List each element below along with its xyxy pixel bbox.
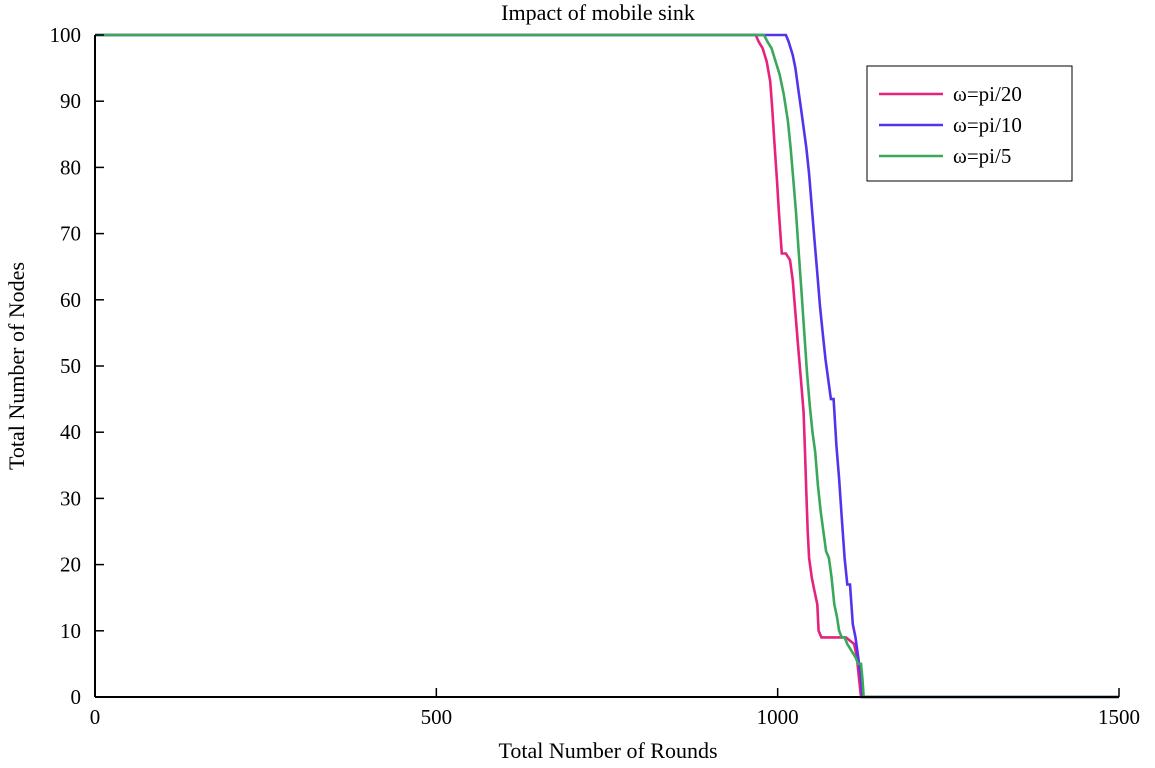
x-tick-label: 500 xyxy=(421,705,453,729)
y-tick-label: 50 xyxy=(60,354,81,378)
legend-box xyxy=(866,65,1073,182)
y-tick-label: 70 xyxy=(60,222,81,246)
y-tick-label: 40 xyxy=(60,420,81,444)
x-ticks: 0 500 1000 1500 xyxy=(90,688,1140,729)
legend-label-1: ω=pi/20 xyxy=(953,82,1022,106)
chart-title: Impact of mobile sink xyxy=(501,0,695,25)
y-tick-label: 60 xyxy=(60,288,81,312)
x-tick-label: 1000 xyxy=(757,705,799,729)
series-line-3 xyxy=(95,33,1119,699)
legend-label-2: ω=pi/10 xyxy=(953,113,1022,137)
y-tick-label: 80 xyxy=(60,155,81,179)
series-group xyxy=(95,33,1119,699)
y-tick-label: 20 xyxy=(60,553,81,577)
x-axis-label: Total Number of Rounds xyxy=(498,738,717,763)
x-tick-label: 1500 xyxy=(1098,705,1140,729)
legend-label-3: ω=pi/5 xyxy=(953,144,1011,168)
y-axis-label: Total Number of Nodes xyxy=(4,262,29,470)
y-tick-label: 100 xyxy=(50,23,82,47)
y-tick-label: 90 xyxy=(60,89,81,113)
y-tick-label: 10 xyxy=(60,619,81,643)
y-tick-label: 30 xyxy=(60,486,81,510)
legend: ω=pi/20 ω=pi/10 ω=pi/5 xyxy=(866,65,1073,182)
y-tick-label: 0 xyxy=(71,685,82,709)
x-tick-label: 0 xyxy=(90,705,101,729)
y-ticks: 0 10 20 30 40 50 60 70 80 90 100 xyxy=(50,23,104,709)
series-line-2 xyxy=(95,33,1119,699)
